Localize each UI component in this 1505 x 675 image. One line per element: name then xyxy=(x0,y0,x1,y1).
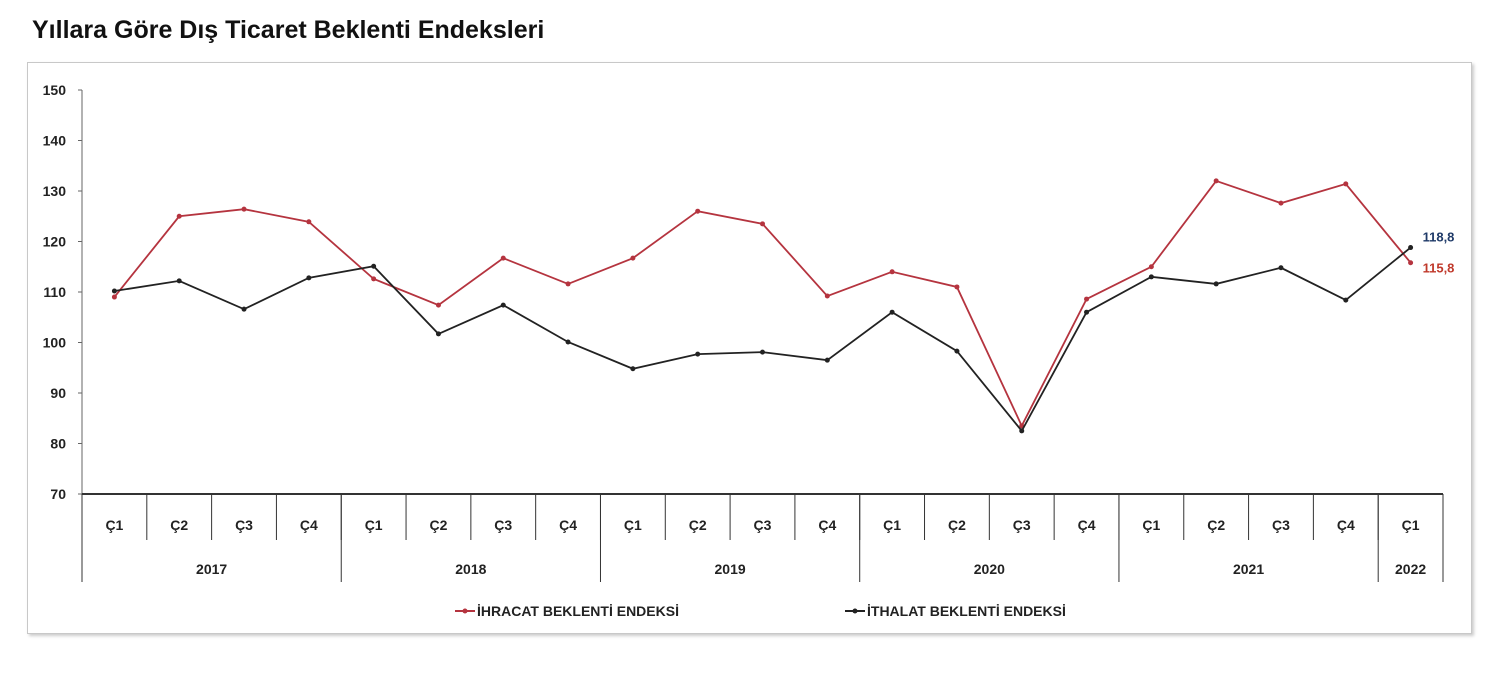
data-point xyxy=(111,294,117,300)
data-point xyxy=(695,351,701,357)
year-label: 2022 xyxy=(1395,561,1426,577)
data-point xyxy=(1084,309,1090,315)
data-point xyxy=(1148,264,1154,270)
x-tick-label: Ç3 xyxy=(1272,517,1290,533)
y-tick-label: 90 xyxy=(50,385,66,401)
year-label: 2021 xyxy=(1233,561,1264,577)
data-point xyxy=(111,288,117,294)
x-tick-label: Ç3 xyxy=(494,517,512,533)
x-tick-label: Ç3 xyxy=(1013,517,1031,533)
data-point xyxy=(1019,428,1025,434)
data-point xyxy=(371,276,377,282)
year-label: 2020 xyxy=(974,561,1005,577)
y-tick-label: 80 xyxy=(50,436,66,452)
x-tick-label: Ç4 xyxy=(559,517,577,533)
y-tick-label: 130 xyxy=(43,183,67,199)
x-tick-label: Ç2 xyxy=(1207,517,1225,533)
legend-label-1: İTHALAT BEKLENTİ ENDEKSİ xyxy=(867,603,1066,619)
series-line-1 xyxy=(114,246,1412,433)
data-point xyxy=(241,206,247,212)
data-point xyxy=(1278,200,1284,206)
x-tick-label: Ç1 xyxy=(624,517,642,533)
x-tick-label: Ç1 xyxy=(1142,517,1160,533)
data-point xyxy=(954,284,960,290)
data-point xyxy=(1148,274,1154,280)
data-point xyxy=(435,331,441,337)
x-tick-label: Ç1 xyxy=(365,517,383,533)
chart-title: Yıllara Göre Dış Ticaret Beklenti Endeks… xyxy=(32,16,545,44)
chart-frame xyxy=(27,62,1472,634)
year-label: 2019 xyxy=(715,561,746,577)
x-tick-label: Ç1 xyxy=(883,517,901,533)
series-line-0 xyxy=(113,179,1412,428)
legend-label-0: İHRACAT BEKLENTİ ENDEKSİ xyxy=(477,603,679,619)
y-tick-label: 140 xyxy=(43,133,67,149)
x-tick-label: Ç2 xyxy=(948,517,966,533)
data-point xyxy=(241,306,247,312)
data-point xyxy=(1408,260,1414,266)
data-point xyxy=(306,219,312,225)
data-point xyxy=(695,208,701,214)
data-point xyxy=(630,255,636,261)
data-point xyxy=(889,269,895,275)
data-point xyxy=(760,221,765,227)
x-tick-label: Ç4 xyxy=(300,517,318,533)
x-tick-label: Ç3 xyxy=(235,517,253,533)
x-tick-label: Ç2 xyxy=(429,517,447,533)
x-tick-label: Ç1 xyxy=(1402,517,1420,533)
data-point xyxy=(1343,181,1349,187)
data-point xyxy=(1213,281,1219,287)
y-tick-label: 110 xyxy=(43,284,66,300)
x-tick-label: Ç2 xyxy=(170,517,188,533)
data-point xyxy=(824,293,830,299)
x-tick-label: Ç3 xyxy=(754,517,772,533)
x-tick-label: Ç4 xyxy=(1337,517,1355,533)
x-tick-label: Ç1 xyxy=(105,517,123,533)
data-point xyxy=(176,278,182,284)
data-point xyxy=(176,213,182,219)
data-point xyxy=(1278,265,1284,271)
data-point xyxy=(371,263,377,269)
legend-marker-0 xyxy=(462,608,468,614)
y-tick-label: 100 xyxy=(43,335,67,351)
y-tick-label: 120 xyxy=(43,234,67,250)
data-point xyxy=(306,275,312,281)
x-tick-label: Ç4 xyxy=(1078,517,1096,533)
data-point xyxy=(824,357,830,363)
data-point xyxy=(500,255,506,261)
data-point xyxy=(630,366,636,372)
y-tick-label: 70 xyxy=(50,486,66,502)
data-point xyxy=(565,339,571,345)
y-tick-label: 150 xyxy=(43,82,67,98)
data-point xyxy=(500,302,506,308)
year-label: 2017 xyxy=(196,561,227,577)
data-point xyxy=(1213,178,1219,184)
data-point xyxy=(889,309,895,315)
data-point xyxy=(954,348,960,354)
legend-marker-1 xyxy=(852,608,858,614)
data-point xyxy=(435,302,441,308)
data-point xyxy=(565,281,571,287)
end-value-label: 118,8 xyxy=(1423,230,1455,245)
data-point xyxy=(1084,296,1090,302)
end-value-label: 115,8 xyxy=(1423,261,1455,276)
x-tick-label: Ç2 xyxy=(689,517,707,533)
year-label: 2018 xyxy=(455,561,486,577)
data-point xyxy=(1343,297,1349,303)
data-point xyxy=(1408,245,1414,251)
data-point xyxy=(760,349,765,355)
x-tick-label: Ç4 xyxy=(818,517,836,533)
